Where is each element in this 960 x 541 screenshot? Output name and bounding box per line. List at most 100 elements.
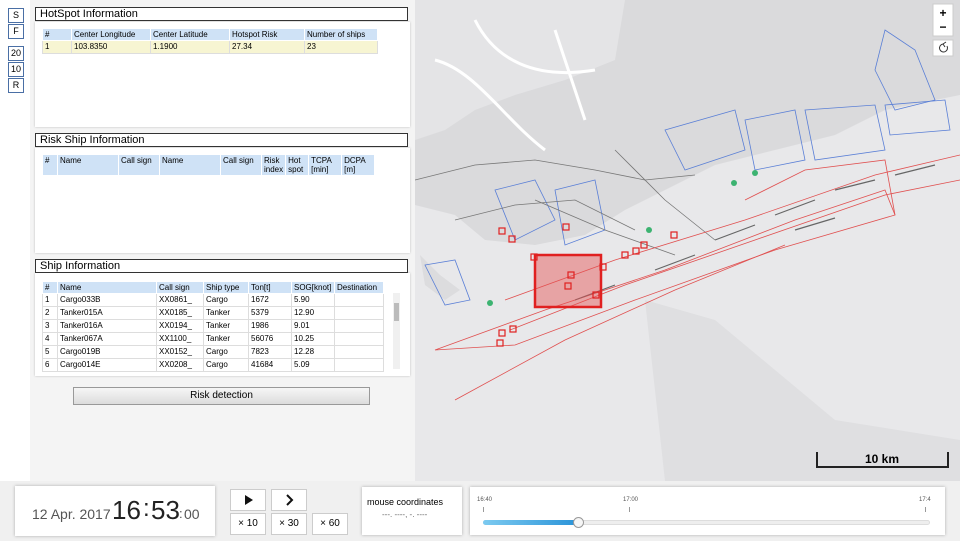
sidebar-button[interactable]: R: [8, 78, 24, 93]
table-cell: [334, 293, 384, 307]
table-cell: 12.28: [291, 345, 335, 359]
separator: :: [179, 506, 183, 521]
column-header: Name: [159, 154, 221, 176]
column-header: #: [42, 281, 58, 294]
column-header: TCPA [min]: [308, 154, 343, 176]
mouse-value: ---. ----, -. ----: [382, 510, 428, 519]
table-row[interactable]: 1 Cargo033B XX0861_ Cargo 1672 5.90: [42, 293, 384, 307]
step-button[interactable]: [271, 489, 307, 511]
map[interactable]: + − 10 km: [415, 0, 960, 481]
timeline-tick: [629, 507, 630, 512]
table: # Center Longitude Center Latitude Hotspot …: [42, 28, 378, 54]
table-cell: [334, 332, 384, 346]
buoys: [487, 170, 758, 306]
sidebar-button[interactable]: 20: [8, 46, 24, 61]
column-header: Number of ships: [304, 28, 378, 41]
table-row[interactable]: 3 Tanker016A XX0194_ Tanker 1986 9.01: [42, 319, 384, 333]
header-row: # Center Longitude Center Latitude Hotspot …: [42, 28, 378, 41]
second: 00: [184, 506, 200, 522]
table-cell: 7823: [248, 345, 292, 359]
timeline: 16:40 17:00 17:4: [470, 487, 945, 535]
table-cell: 2: [42, 306, 58, 320]
table-cell: 41684: [248, 358, 292, 372]
table-cell: XX0208_: [156, 358, 204, 372]
reset-view[interactable]: [932, 39, 954, 57]
column-header: #: [42, 28, 72, 41]
table-cell: 4: [42, 332, 58, 346]
sidebar-button[interactable]: 10: [8, 62, 24, 77]
header-row: # Name Call sign Ship type Ton[t] SOG[knot] De…: [42, 281, 384, 294]
table-cell: [334, 306, 384, 320]
column-header: Destination: [334, 281, 384, 294]
table-cell: 1: [42, 40, 72, 54]
table-cell: 27.34: [229, 40, 305, 54]
timeline-handle[interactable]: [573, 517, 584, 528]
table-cell: Cargo033B: [57, 293, 157, 307]
table-cell: Tanker067A: [57, 332, 157, 346]
risk-detection-button[interactable]: Risk detection: [73, 387, 370, 405]
table-cell: XX1100_: [156, 332, 204, 346]
table-cell: 103.8350: [71, 40, 151, 54]
column-header: Name: [57, 154, 119, 176]
scroll-thumb[interactable]: [394, 303, 399, 321]
minute: 53: [151, 495, 180, 525]
sidebar-button[interactable]: F: [8, 24, 24, 39]
table-row[interactable]: 1 103.8350 1.1900 27.34 23: [42, 40, 378, 54]
table-row[interactable]: 5 Cargo019B XX0152_ Cargo 7823 12.28: [42, 345, 384, 359]
table-cell: XX0185_: [156, 306, 204, 320]
traffic-lanes: [434, 154, 960, 401]
mouse-label: mouse coordinates: [367, 497, 444, 507]
land: [415, 0, 625, 140]
risk-ships: [496, 223, 678, 347]
clock: 12 Apr. 2017 16 : 53 : 00: [15, 486, 215, 536]
table-row[interactable]: 4 Tanker067A XX1100_ Tanker 56076 10.25: [42, 332, 384, 346]
hotspot-panel: # Center Longitude Center Latitude Hotspot …: [35, 22, 410, 127]
island: [420, 255, 460, 300]
scale-bar: [816, 452, 949, 468]
table-cell: 5: [42, 345, 58, 359]
column-header: Hot spot: [285, 154, 310, 176]
scrollbar[interactable]: [393, 293, 400, 369]
timeline-tick-label: 17:00: [623, 497, 639, 503]
column-header: Ton[t]: [248, 281, 292, 294]
table-cell: 3: [42, 319, 58, 333]
table-cell: Cargo019B: [57, 345, 157, 359]
column-header: Ship type: [203, 281, 249, 294]
column-header: Risk index: [260, 154, 287, 176]
table-cell: Cargo: [203, 345, 249, 359]
table-cell: Cargo014E: [57, 358, 157, 372]
speed-button[interactable]: × 10: [230, 513, 266, 535]
column-header: Name: [57, 281, 157, 294]
table-cell: Tanker015A: [57, 306, 157, 320]
mouse-coordinates: mouse coordinates ---. ----, -. ----: [362, 487, 462, 535]
table-cell: 10.25: [291, 332, 335, 346]
speed-button[interactable]: × 60: [312, 513, 348, 535]
table-cell: 5379: [248, 306, 292, 320]
zoom-out[interactable]: −: [939, 20, 946, 34]
column-header: #: [42, 154, 58, 176]
table-row[interactable]: 2 Tanker015A XX0185_ Tanker 5379 12.90: [42, 306, 384, 320]
column-header: DCPA [m]: [341, 154, 376, 176]
table-cell: Tanker016A: [57, 319, 157, 333]
table-cell: Tanker: [203, 319, 249, 333]
ship-panel: # Name Call sign Ship type Ton[t] SOG[knot] De…: [35, 273, 410, 376]
play-button[interactable]: [230, 489, 266, 511]
table-cell: 1: [42, 293, 58, 307]
table-cell: XX0861_: [156, 293, 204, 307]
zoom-in[interactable]: +: [939, 6, 946, 20]
timeline-tick: [483, 507, 484, 512]
speed-button[interactable]: × 30: [271, 513, 307, 535]
column-header: Center Longitude: [71, 28, 151, 41]
table-cell: 1986: [248, 319, 292, 333]
fairways: [415, 149, 716, 256]
sidebar-button[interactable]: S: [8, 8, 24, 23]
table-cell: XX0194_: [156, 319, 204, 333]
column-header: Hotspot Risk: [229, 28, 305, 41]
hotspot-area[interactable]: [533, 253, 603, 309]
panel-title: Ship Information: [35, 259, 408, 273]
table-cell: Cargo: [203, 293, 249, 307]
timeline-tick-label: 17:4: [919, 497, 931, 503]
table-cell: 1.1900: [150, 40, 230, 54]
island: [645, 300, 960, 481]
table-row[interactable]: 6 Cargo014E XX0208_ Cargo 41684 5.09: [42, 358, 384, 372]
